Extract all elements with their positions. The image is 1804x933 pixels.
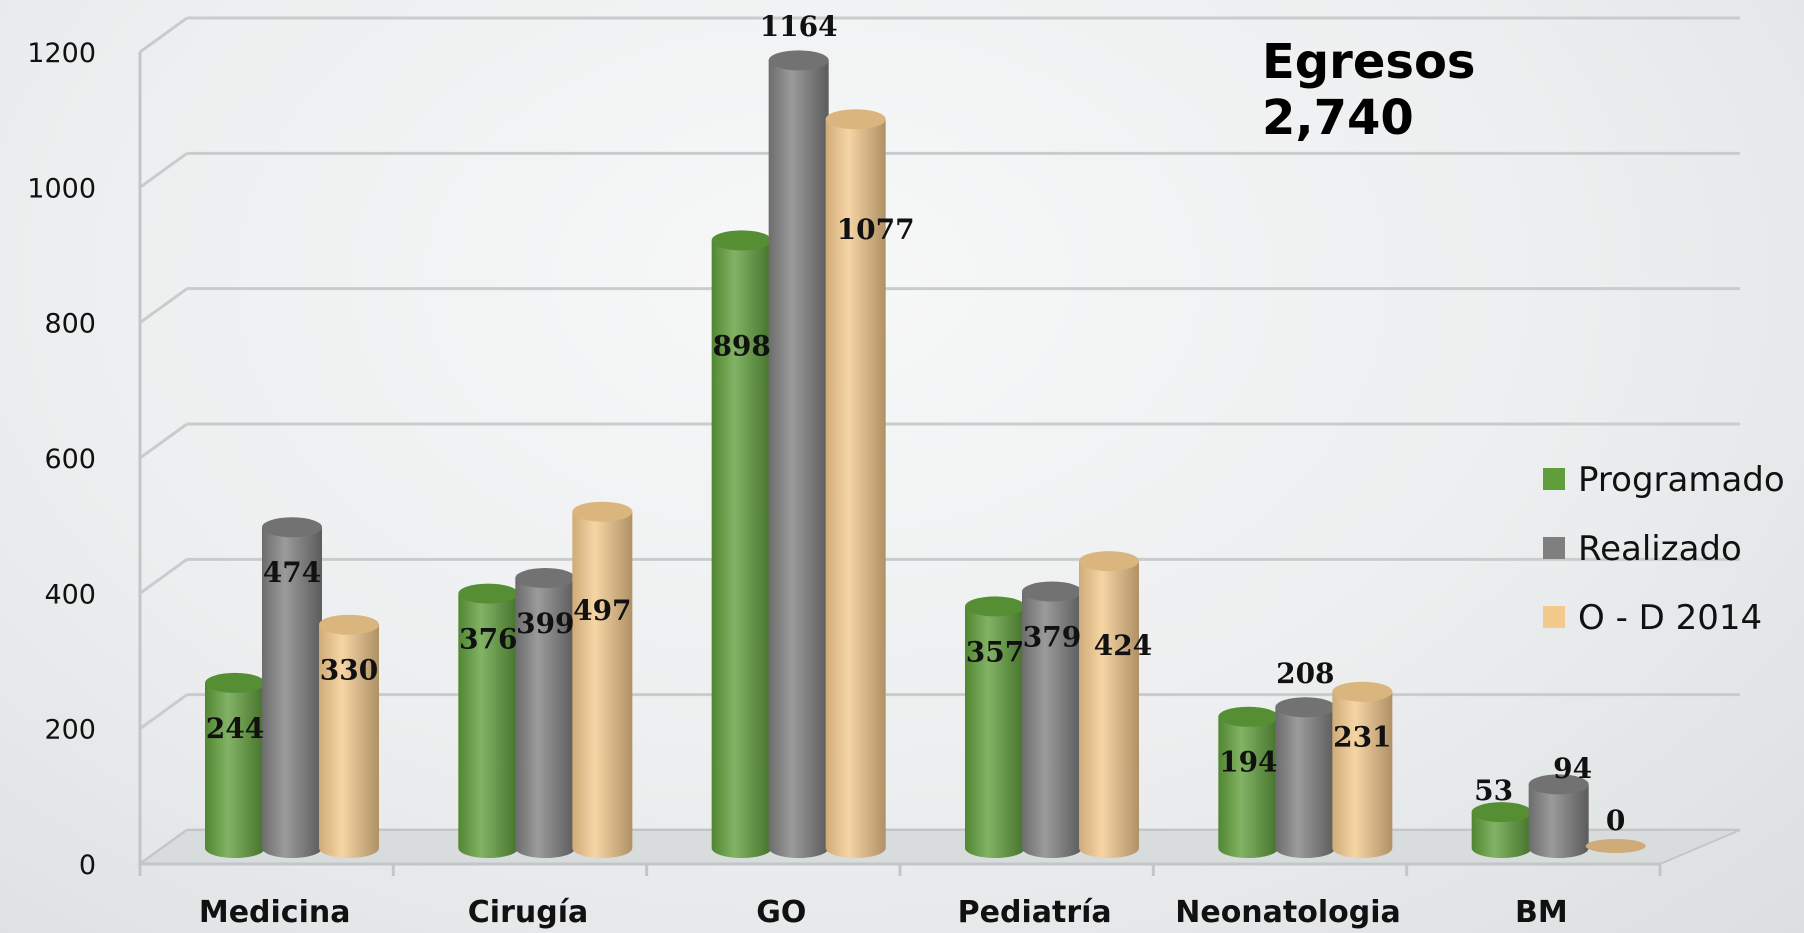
data-label-programado-go: 898 — [712, 329, 770, 362]
y-tick-label: 800 — [44, 309, 96, 340]
data-label-realizado-bm: 94 — [1553, 752, 1592, 785]
x-tick-label-bm: BM — [1515, 895, 1568, 930]
bar-realizado-bm — [1528, 774, 1589, 858]
bar-programado-pediatria — [965, 596, 1025, 858]
bar-programado-medicina — [205, 672, 265, 858]
data-label-realizado-neonatologia: 208 — [1276, 657, 1334, 690]
legend-swatch-programado — [1543, 468, 1565, 490]
data-label-realizado-pediatria: 379 — [1023, 621, 1081, 654]
data-label-realizado-go: 1164 — [760, 10, 838, 43]
bar-o-d-2014-medicina — [319, 614, 379, 858]
y-tick-label: 200 — [44, 715, 96, 746]
gridline-side — [139, 16, 188, 54]
legend-label-programado: Programado — [1578, 460, 1785, 500]
y-tick-label: 1200 — [27, 38, 96, 69]
data-label-programado-cirugia: 376 — [459, 623, 517, 656]
chart-title-line-1: Egresos — [1262, 34, 1476, 90]
legend: Programado Realizado O - D 2014 — [1543, 460, 1785, 638]
legend-swatch-od-2014 — [1543, 606, 1565, 628]
data-label-o-d-2014-medicina: 330 — [320, 654, 378, 687]
bar-realizado-neonatologia — [1275, 697, 1336, 858]
x-tick-label-medicina: Medicina — [199, 895, 351, 930]
bar-o-d-2014-pediatria — [1079, 551, 1139, 858]
x-tick-label-pediatria: Pediatría — [958, 895, 1112, 930]
gridline-side — [139, 693, 188, 730]
gridline-side — [139, 152, 188, 189]
chart-title: Egresos 2,740 — [1262, 34, 1476, 146]
x-tick-label-go: GO — [756, 895, 806, 930]
bar-o-d-2014-cirugia — [572, 501, 633, 858]
bar-o-d-2014-neonatologia — [1332, 681, 1393, 858]
bar-realizado-pediatria — [1022, 581, 1082, 858]
data-label-programado-bm: 53 — [1474, 774, 1513, 807]
data-label-o-d-2014-cirugia: 497 — [573, 594, 631, 627]
legend-swatch-realizado — [1543, 537, 1565, 559]
bar-programado-neonatologia — [1218, 706, 1279, 858]
bar-programado-go — [711, 230, 772, 858]
bar-realizado-medicina — [262, 517, 322, 858]
bar-programado-cirugia — [458, 583, 519, 858]
bar-o-d-2014-bm — [1585, 839, 1646, 853]
legend-label-realizado: Realizado — [1578, 529, 1742, 569]
data-label-programado-neonatologia: 194 — [1219, 746, 1277, 779]
bar-realizado-go — [768, 50, 829, 859]
data-label-o-d-2014-bm: 0 — [1606, 804, 1625, 837]
data-label-programado-medicina: 244 — [206, 712, 264, 745]
bar-programado-bm — [1471, 802, 1532, 858]
data-label-realizado-medicina: 474 — [263, 556, 321, 589]
bars — [205, 50, 1646, 859]
y-tick-label: 0 — [79, 850, 96, 881]
bar-realizado-cirugia — [515, 568, 576, 858]
bar-o-d-2014-go — [825, 109, 886, 859]
x-tick-label-cirugia: Cirugía — [468, 895, 588, 930]
data-label-realizado-cirugia: 399 — [516, 607, 574, 640]
data-label-o-d-2014-pediatria: 424 — [1094, 629, 1152, 662]
data-label-o-d-2014-go: 1077 — [837, 213, 915, 246]
data-label-programado-pediatria: 357 — [966, 635, 1024, 668]
y-tick-label: 1000 — [27, 173, 96, 204]
grid-lines — [139, 16, 1740, 866]
gridline-side — [139, 422, 188, 460]
chart-title-line-2: 2,740 — [1262, 90, 1414, 146]
y-tick-label: 400 — [44, 579, 96, 610]
gridline-side — [139, 558, 188, 595]
legend-label-od-2014: O - D 2014 — [1578, 598, 1762, 638]
x-tick-label-neonatologia: Neonatologia — [1175, 895, 1401, 930]
gridline-side — [139, 287, 188, 324]
data-label-o-d-2014-neonatologia: 231 — [1333, 721, 1391, 754]
y-tick-label: 600 — [44, 444, 96, 475]
